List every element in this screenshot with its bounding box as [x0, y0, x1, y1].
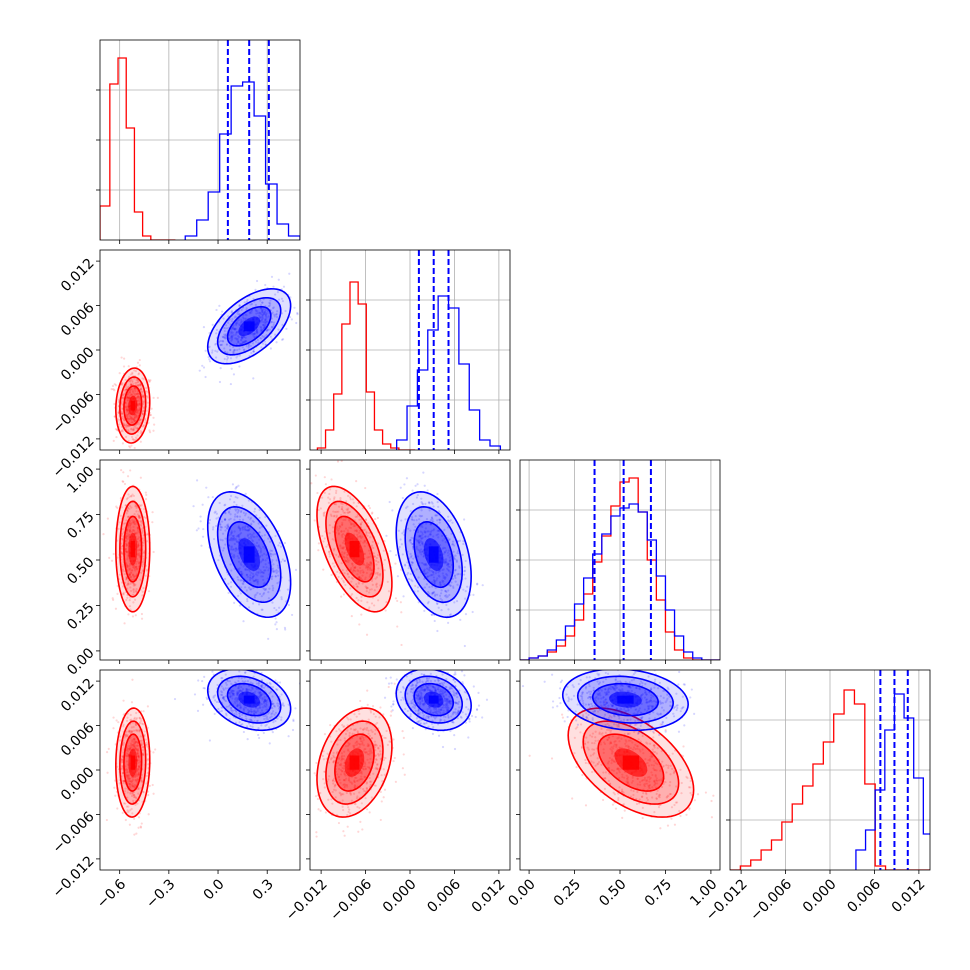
- blue-contour-1-0-0: [206, 288, 292, 365]
- y-tick-label-3-2: 0.000: [58, 764, 98, 804]
- x-tick-label-1-2: 0.000: [380, 876, 420, 916]
- y-tick-label-3-1: −0.006: [50, 809, 98, 857]
- y-tick-label-2-1: 0.25: [64, 600, 97, 633]
- red-contour-2-0-2: [123, 515, 143, 583]
- blue-contour-3-1-2: [413, 682, 455, 717]
- histogram-panel-0: [96, 39, 301, 244]
- red-histogram-2: [520, 477, 720, 660]
- red-contour-2-1-2: [334, 515, 375, 583]
- scatter-panel-1-0: [96, 249, 301, 454]
- red-contour-3-0-0: [115, 707, 151, 818]
- y-tick-label-2-0: 0.00: [64, 645, 97, 678]
- red-contour-1-0-0: [115, 367, 151, 444]
- red-histogram-0: [100, 57, 176, 240]
- blue-contour-2-1-0: [395, 491, 472, 619]
- blue-contour-2-0-0: [206, 491, 292, 619]
- red-contour-2-0-1: [119, 500, 147, 598]
- x-tick-label-0-0: −0.6: [94, 876, 129, 911]
- red-histogram-1: [316, 281, 416, 450]
- x-tick-label-2-0: 0.00: [505, 876, 538, 909]
- blue-contour-3-1-1: [404, 675, 464, 724]
- x-tick-label-0-3: 0.3: [250, 876, 277, 903]
- red-contour-3-0-2: [123, 733, 143, 792]
- blue-contour-2-0-2: [226, 521, 272, 589]
- x-tick-label-1-3: 0.006: [424, 876, 464, 916]
- red-contour-2-1-0: [316, 485, 393, 613]
- blue-contour-2-1-1: [404, 506, 464, 604]
- blue-contour-2-0-1: [216, 506, 282, 604]
- histogram-panel-2: [516, 459, 721, 664]
- red-contour-2-1-1: [325, 500, 384, 598]
- scatter-panel-2-0: [96, 459, 301, 664]
- y-tick-label-3-4: 0.012: [58, 675, 98, 715]
- histogram-panel-3: [726, 669, 931, 874]
- grid: [100, 40, 300, 240]
- x-tick-label-3-2: 0.000: [800, 876, 840, 916]
- y-tick-label-1-1: −0.006: [50, 389, 98, 437]
- x-tick-label-0-1: −0.3: [143, 876, 178, 911]
- blue-contour-1-0-2: [226, 305, 272, 347]
- x-tick-label-3-1: −0.006: [747, 876, 795, 924]
- red-contour-1-0-2: [123, 385, 143, 426]
- blue-contour-3-0-2: [226, 682, 272, 717]
- y-tick-label-1-4: 0.012: [58, 255, 98, 295]
- blue-contour-3-0-1: [216, 675, 282, 724]
- red-contour-3-2-1: [582, 720, 680, 805]
- scatter-panel-3-1: [306, 669, 511, 874]
- red-contour-1-0-1: [119, 376, 147, 435]
- blue-histogram-1: [396, 295, 502, 450]
- y-tick-label-1-2: 0.000: [58, 344, 98, 384]
- x-tick-label-3-3: 0.006: [844, 876, 884, 916]
- red-contour-3-0-1: [119, 720, 147, 805]
- red-contour-3-1-0: [316, 707, 393, 818]
- grid: [310, 250, 510, 450]
- x-tick-label-1-1: −0.006: [327, 876, 375, 924]
- x-tick-label-1-4: 0.012: [469, 876, 509, 916]
- blue-contour-3-1-0: [395, 670, 472, 732]
- scatter-panel-2-1: [306, 459, 511, 664]
- red-contour-3-1-2: [334, 733, 375, 792]
- blue-contour-3-2-1: [576, 675, 674, 724]
- y-tick-label-1-3: 0.006: [58, 300, 98, 340]
- grid: [520, 460, 720, 660]
- blue-contour-3-2-2: [591, 682, 659, 717]
- grid: [730, 670, 930, 870]
- y-tick-label-2-2: 0.50: [64, 554, 97, 587]
- x-tick-label-2-3: 0.75: [642, 876, 675, 909]
- y-tick-label-3-0: −0.012: [50, 853, 98, 901]
- scatter-panel-3-2: [516, 669, 721, 874]
- red-histogram-3: [730, 689, 930, 870]
- blue-contour-2-1-2: [413, 521, 455, 589]
- x-tick-label-3-4: 0.012: [889, 876, 929, 916]
- x-tick-label-1-0: −0.012: [283, 876, 331, 924]
- x-tick-label-0-2: 0.0: [201, 876, 228, 903]
- blue-histogram-0: [184, 81, 300, 240]
- x-tick-label-2-1: 0.25: [551, 876, 584, 909]
- histogram-panel-1: [306, 249, 511, 454]
- red-contour-3-2-2: [597, 733, 665, 792]
- blue-contour-3-0-0: [206, 670, 292, 732]
- red-contour-3-1-1: [325, 720, 384, 805]
- red-contour-2-0-0: [115, 485, 151, 613]
- blue-contour-3-2-0: [561, 670, 689, 732]
- blue-histogram-2: [520, 503, 720, 660]
- scatter-panel-3-0: [96, 669, 301, 874]
- y-tick-label-3-3: 0.006: [58, 720, 98, 760]
- y-tick-label-2-3: 0.75: [64, 509, 97, 542]
- x-tick-label-2-2: 0.50: [596, 876, 629, 909]
- blue-contour-1-0-1: [216, 296, 282, 356]
